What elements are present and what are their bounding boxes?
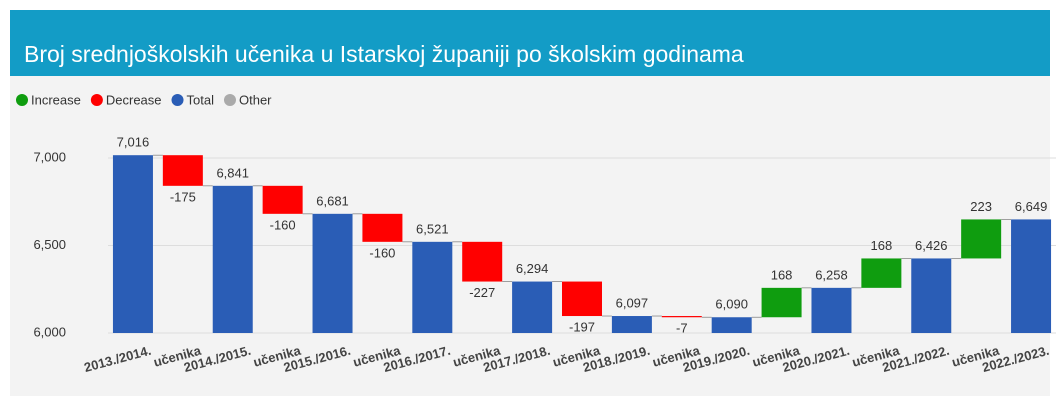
- value-label: -227: [469, 285, 495, 300]
- value-label: 6,258: [815, 267, 848, 282]
- value-label: -160: [270, 217, 296, 232]
- bar: [162, 155, 203, 186]
- bar: [112, 155, 153, 333]
- value-label: 6,841: [216, 165, 249, 180]
- value-label: 7,016: [117, 135, 150, 150]
- value-label: 168: [771, 267, 793, 282]
- legend-label: Increase: [31, 92, 81, 107]
- legend-label: Other: [239, 92, 272, 107]
- legend-marker: [223, 94, 236, 106]
- y-tick-label: 6,000: [33, 324, 66, 339]
- bar: [212, 185, 253, 333]
- bar: [661, 316, 702, 318]
- bar: [312, 213, 353, 333]
- value-label: -160: [369, 245, 395, 260]
- bar: [412, 241, 453, 333]
- header-band: [10, 10, 1050, 76]
- value-label: 6,097: [616, 295, 649, 310]
- legend-label: Total: [187, 92, 215, 107]
- value-label: 6,521: [416, 221, 449, 236]
- bar: [911, 258, 952, 333]
- bar: [1011, 219, 1052, 333]
- chart-title: Broj srednjoškolskih učenika u Istarskoj…: [24, 41, 744, 67]
- value-label: 6,294: [516, 261, 549, 276]
- value-label: -7: [676, 321, 688, 336]
- value-label: 223: [970, 199, 992, 214]
- y-tick-label: 6,500: [33, 237, 66, 252]
- value-label: 6,681: [316, 193, 349, 208]
- y-tick-label: 7,000: [33, 149, 66, 164]
- bar: [462, 241, 503, 282]
- value-label: -175: [170, 189, 196, 204]
- value-label: -197: [569, 319, 595, 334]
- bar: [262, 185, 303, 214]
- legend-marker: [16, 94, 28, 106]
- bar: [861, 258, 902, 288]
- bar: [961, 219, 1002, 259]
- bar: [611, 316, 652, 333]
- legend-marker: [171, 94, 184, 106]
- value-label: 168: [871, 238, 893, 253]
- value-label: 6,090: [715, 297, 748, 312]
- bar: [711, 317, 752, 333]
- bar: [562, 281, 602, 317]
- bar: [512, 281, 553, 333]
- value-label: 6,426: [915, 238, 948, 253]
- legend-label: Decrease: [106, 92, 162, 107]
- plot-background: [10, 76, 1050, 396]
- bar: [362, 213, 403, 242]
- bar: [811, 287, 852, 333]
- value-label: 6,649: [1015, 199, 1048, 214]
- bar: [761, 287, 802, 318]
- legend-marker: [90, 94, 103, 106]
